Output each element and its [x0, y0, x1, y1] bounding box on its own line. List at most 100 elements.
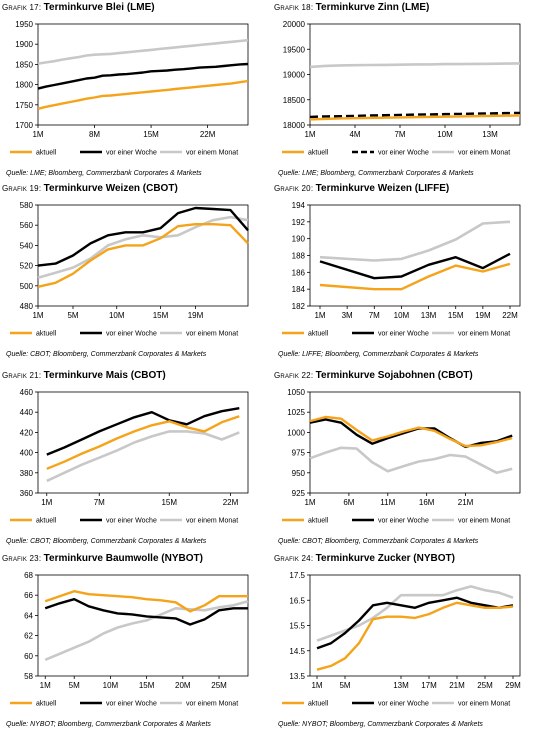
- legend-label-monat: vor einem Monat: [186, 150, 238, 157]
- chart-plot-g24: 13.5 14.5 15.5 16.5 17.5 1M 5M 13M 17M 21M 25M 29M a…: [282, 571, 521, 708]
- x-tick-label: 1M: [41, 498, 52, 507]
- x-tick-label: 4M: [349, 130, 360, 139]
- y-tick-label: 66: [24, 591, 33, 600]
- legend-label-aktuell: aktuell: [36, 518, 57, 525]
- y-tick-label: 190: [292, 235, 306, 244]
- chart-heading: Grafik 21: Terminkurve Mais (CBOT): [2, 370, 166, 381]
- chart-panel-g17: Grafik 17: Terminkurve Blei (LME) 1700 175…: [0, 2, 262, 180]
- chart-panel-g22: Grafik 22: Terminkurve Sojabohnen (CBOT)…: [272, 370, 533, 548]
- y-tick-label: 1025: [287, 408, 305, 417]
- chart-plot-g22: 925 950 975 1000 1025 1050 1M 6M 11M 16M 21M aktuel…: [282, 388, 521, 525]
- y-tick-label: 19000: [283, 71, 306, 80]
- legend-label-monat: vor einem Monat: [458, 150, 510, 157]
- chart-plot-g17: 1700 1750 1800 1850 1900 1950 1M 8M 15M 22M aktuel…: [10, 20, 249, 157]
- legend-label-aktuell: aktuell: [308, 701, 329, 708]
- y-tick-label: 560: [20, 221, 34, 230]
- y-tick-label: 420: [20, 428, 34, 437]
- chart-title: Terminkurve Weizen (LIFFE): [315, 183, 450, 194]
- chart-plot-g21: 360 380 400 420 440 460 1M 7M 15M 22M aktuell vor e…: [10, 388, 249, 525]
- x-tick-label: 16M: [419, 498, 435, 507]
- x-tick-label: 5M: [339, 681, 350, 690]
- x-tick-label: 22M: [200, 130, 216, 139]
- x-tick-label: 22M: [223, 498, 239, 507]
- chart-source: Quelle: LME; Bloomberg, Commerzbank Corp…: [278, 170, 474, 177]
- legend-label-woche: vor einer Woche: [106, 701, 157, 708]
- plot-frame: [37, 574, 249, 677]
- y-tick-label: 184: [292, 285, 306, 294]
- chart-number: Grafik 24:: [274, 554, 316, 563]
- x-tick-label: 10M: [103, 681, 119, 690]
- legend-label-woche: vor einer Woche: [106, 331, 157, 338]
- x-tick-label: 1M: [32, 311, 43, 320]
- y-tick-label: 1900: [15, 40, 33, 49]
- x-tick-label: 29M: [505, 681, 521, 690]
- series-line-woche: [37, 62, 249, 90]
- series-line-aktuell: [44, 590, 248, 613]
- chart-heading: Grafik 17: Terminkurve Blei (LME): [2, 2, 155, 13]
- y-tick-label: 1800: [15, 81, 33, 90]
- series-line-aktuell: [316, 601, 514, 671]
- series-line-aktuell: [309, 415, 513, 448]
- legend-label-monat: vor einem Monat: [458, 701, 510, 708]
- legend-label-monat: vor einem Monat: [186, 518, 238, 525]
- chart-plot-g18: 18000 18500 19000 19500 20000 1M 4M 7M 10M 13M akt…: [282, 20, 521, 157]
- chart-heading: Grafik 22: Terminkurve Sojabohnen (CBOT): [274, 370, 473, 381]
- y-tick-label: 950: [292, 469, 306, 478]
- y-tick-label: 13.5: [289, 672, 305, 681]
- series-line-aktuell: [309, 114, 521, 121]
- y-tick-label: 186: [292, 268, 306, 277]
- chart-heading: Grafik 18: Terminkurve Zinn (LME): [274, 2, 429, 13]
- legend-label-aktuell: aktuell: [308, 331, 329, 338]
- legend-label-aktuell: aktuell: [36, 150, 57, 157]
- legend-label-monat: vor einem Monat: [458, 518, 510, 525]
- chart-heading: Grafik 20: Terminkurve Weizen (LIFFE): [274, 183, 449, 194]
- series-line-monat: [37, 215, 249, 279]
- y-tick-label: 64: [24, 611, 33, 620]
- y-tick-label: 580: [20, 201, 34, 210]
- chart-heading: Grafik 24: Terminkurve Zucker (NYBOT): [274, 553, 455, 564]
- y-tick-label: 1950: [15, 20, 33, 29]
- x-tick-label: 21M: [449, 681, 465, 690]
- x-tick-label: 15M: [161, 498, 177, 507]
- x-tick-label: 5M: [67, 311, 78, 320]
- x-tick-label: 15M: [153, 311, 169, 320]
- series-line-monat: [319, 220, 511, 262]
- y-tick-label: 480: [20, 302, 34, 311]
- chart-number: Grafik 19:: [2, 184, 44, 193]
- x-tick-label: 13M: [482, 130, 498, 139]
- y-tick-label: 360: [20, 489, 34, 498]
- legend-label-woche: vor einer Woche: [106, 150, 157, 157]
- y-tick-label: 1050: [287, 388, 305, 397]
- y-tick-label: 18000: [283, 121, 306, 130]
- chart-source: Quelle: NYBOT; Bloomberg, Commerzbank Co…: [278, 721, 483, 728]
- x-tick-label: 1M: [304, 498, 315, 507]
- y-tick-label: 1750: [15, 101, 33, 110]
- legend-label-aktuell: aktuell: [36, 331, 57, 338]
- series-line-aktuell: [37, 223, 249, 288]
- legend-label-aktuell: aktuell: [308, 518, 329, 525]
- y-tick-label: 16.5: [289, 596, 305, 605]
- y-tick-label: 18500: [283, 96, 306, 105]
- x-tick-label: 19M: [188, 311, 204, 320]
- x-tick-label: 3M: [342, 311, 353, 320]
- y-tick-label: 520: [20, 262, 34, 271]
- chart-source: Quelle: LIFFE; Bloomberg, Commerzbank Co…: [278, 351, 479, 358]
- legend-label-woche: vor einer Woche: [378, 331, 429, 338]
- plot-frame: [37, 204, 249, 307]
- chart-number: Grafik 23:: [2, 554, 44, 563]
- chart-number: Grafik 17:: [2, 3, 44, 12]
- x-tick-label: 10M: [437, 130, 453, 139]
- y-tick-label: 925: [292, 489, 306, 498]
- x-tick-label: 1M: [304, 130, 315, 139]
- y-tick-label: 460: [20, 388, 34, 397]
- y-tick-label: 1850: [15, 60, 33, 69]
- x-tick-label: 22M: [502, 311, 518, 320]
- y-tick-label: 975: [292, 449, 306, 458]
- chart-title: Terminkurve Zinn (LME): [315, 2, 430, 13]
- x-tick-label: 15M: [448, 311, 464, 320]
- x-tick-label: 1M: [311, 681, 322, 690]
- x-tick-label: 13M: [393, 681, 409, 690]
- y-tick-label: 194: [292, 201, 306, 210]
- chart-source: Quelle: CBOT; Bloomberg, Commerzbank Cor…: [278, 538, 479, 545]
- x-tick-label: 11M: [380, 498, 395, 507]
